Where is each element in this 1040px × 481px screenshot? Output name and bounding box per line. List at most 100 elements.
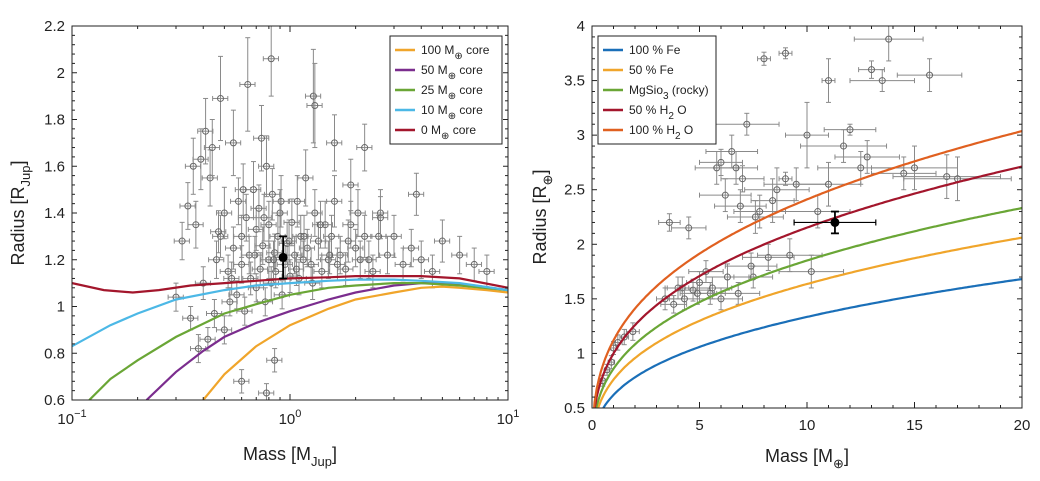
- data-point: [297, 149, 314, 207]
- data-point: [272, 175, 289, 228]
- point-marker: [375, 232, 383, 240]
- point-marker: [268, 190, 276, 198]
- data-point: [744, 167, 810, 213]
- legend-label-sub: ⊕: [454, 51, 462, 62]
- point-marker: [857, 164, 865, 172]
- y-axis-label-text: Radius [R: [530, 185, 550, 264]
- point-marker: [307, 260, 315, 268]
- point-marker: [206, 174, 214, 182]
- legend-label-0: 100 M⊕ core: [421, 43, 490, 62]
- point-marker: [734, 289, 742, 297]
- point-marker: [208, 144, 216, 152]
- data-point: [778, 171, 793, 186]
- x-tick-label: 10: [799, 417, 816, 434]
- data-point: [197, 97, 214, 165]
- point-marker: [255, 204, 263, 212]
- highlight-point: [793, 210, 877, 235]
- point-marker: [342, 265, 350, 273]
- point-marker: [326, 251, 334, 259]
- point-marker: [217, 232, 225, 240]
- data-point: [412, 240, 430, 279]
- scatter-points: [167, 26, 495, 400]
- point-marker: [782, 175, 789, 183]
- point-marker: [878, 77, 886, 85]
- data-point: [273, 280, 290, 310]
- point-marker: [365, 256, 373, 264]
- point-marker: [807, 268, 815, 276]
- y-tick-label: 2: [57, 65, 65, 82]
- series-line-2: [88, 282, 508, 400]
- point-marker: [212, 256, 220, 264]
- data-point: [339, 219, 357, 263]
- point-marker: [354, 209, 362, 217]
- x-tick-base: 10: [57, 411, 74, 428]
- point-marker: [782, 49, 789, 57]
- point-marker: [661, 295, 669, 303]
- data-point: [451, 235, 468, 275]
- point-marker: [324, 256, 332, 264]
- data-point: [266, 348, 283, 373]
- point-marker: [267, 55, 275, 63]
- x-tick-exponent: −1: [74, 408, 87, 420]
- point-marker: [769, 197, 777, 205]
- legend-label-sub: ⊕: [441, 131, 449, 142]
- data-point: [184, 137, 202, 195]
- legend-label-suffix: core: [456, 83, 483, 97]
- y-tick-label: 2: [577, 236, 585, 253]
- data-point: [407, 172, 425, 216]
- data-point: [280, 219, 297, 263]
- data-point: [795, 161, 862, 207]
- data-point: [349, 189, 366, 237]
- y-tick-label: 1.5: [564, 291, 585, 308]
- data-point: [385, 214, 402, 258]
- y-axis-label: Radius [R⊕]: [530, 170, 555, 265]
- data-point: [800, 129, 888, 163]
- point-marker: [187, 314, 195, 322]
- point-marker: [285, 237, 293, 245]
- x-axis-label-text: Mass [M: [765, 446, 833, 466]
- data-point: [849, 69, 915, 92]
- point-marker: [438, 237, 446, 245]
- series-line-1: [145, 282, 508, 400]
- data-point: [896, 58, 963, 92]
- data-point: [342, 158, 359, 212]
- point-marker: [344, 237, 352, 245]
- data-point: [262, 26, 279, 97]
- point-marker: [347, 181, 355, 189]
- data-point: [212, 214, 229, 258]
- point-marker: [620, 333, 628, 341]
- series-line-1: [597, 236, 1022, 408]
- x-tick-label: 5: [695, 417, 703, 434]
- point-marker: [825, 77, 832, 85]
- point-marker: [747, 262, 755, 270]
- point-marker: [732, 164, 740, 172]
- series-line-0: [602, 278, 1022, 408]
- data-point: [465, 247, 483, 282]
- point-marker: [786, 251, 794, 259]
- point-marker: [178, 237, 186, 245]
- data-point: [714, 151, 759, 185]
- highlight-point: [278, 235, 288, 280]
- legend-label-sub: ⊕: [448, 111, 456, 122]
- legend-label-0: 100 % Fe: [629, 43, 681, 57]
- data-point: [225, 109, 242, 177]
- x-tick-label: 20: [1014, 417, 1031, 434]
- point-marker: [311, 209, 319, 217]
- point-marker: [300, 232, 308, 240]
- data-point: [821, 58, 836, 103]
- legend-label-name: 10 M: [421, 103, 448, 117]
- x-axis-label-sub: Jup: [311, 454, 332, 469]
- data-point: [265, 240, 282, 279]
- point-marker: [204, 335, 212, 343]
- legend-label-name: 100 % H: [629, 123, 675, 137]
- point-marker: [226, 298, 234, 306]
- point-marker: [369, 267, 377, 275]
- series-line-2: [595, 206, 1022, 408]
- point-marker: [670, 300, 678, 308]
- data-point: [288, 252, 305, 286]
- x-tick-label: 0: [588, 417, 596, 434]
- legend-label-name: 100 % Fe: [629, 43, 681, 57]
- data-point: [306, 62, 323, 149]
- data-point: [239, 37, 256, 132]
